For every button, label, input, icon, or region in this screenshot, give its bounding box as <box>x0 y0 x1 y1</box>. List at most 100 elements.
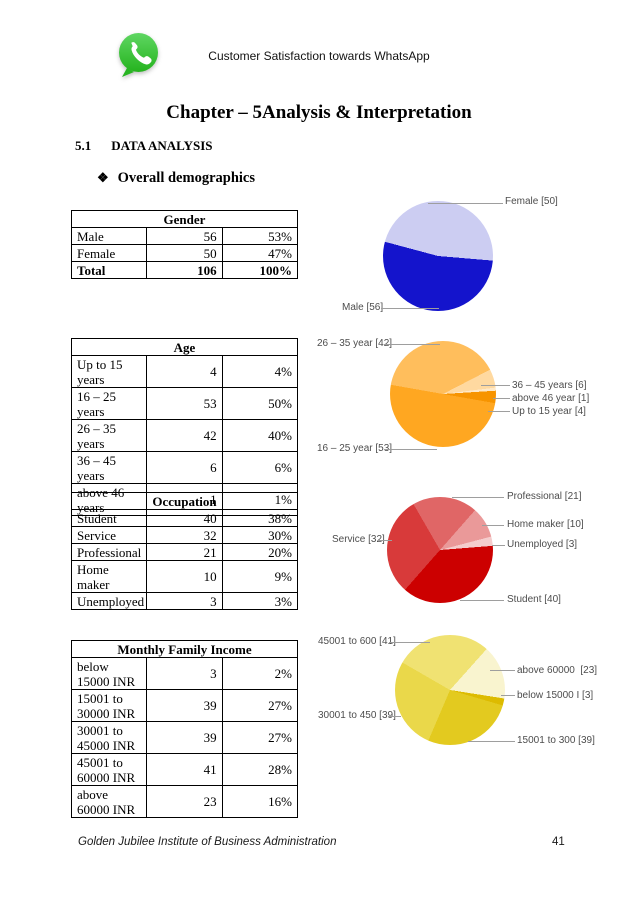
table-row: 30001 to 45000 INR 39 27% <box>70 721 299 754</box>
row-label-cell: Unemployed <box>70 592 148 610</box>
table-header-row: Monthly Family Income <box>71 640 298 658</box>
percent-cell: 20% <box>221 543 299 561</box>
percent-cell: 3% <box>221 592 299 610</box>
count-cell: 39 <box>146 689 223 722</box>
leader-line <box>379 540 392 541</box>
pie-label-student: Student [40] <box>507 594 561 605</box>
count-cell: 50 <box>146 244 223 262</box>
table-row: 15001 to 30000 INR 39 27% <box>70 689 299 722</box>
row-label-cell: Professional <box>70 543 148 561</box>
percent-cell: 4% <box>221 355 299 388</box>
pie-label-female: Female [50] <box>505 196 558 207</box>
footer-page-number: 41 <box>552 836 565 848</box>
whatsapp-logo-svg <box>119 33 158 77</box>
leader-line <box>481 385 510 386</box>
table-title: Occupation <box>71 492 298 510</box>
table-row: 16 – 25 years 53 50% <box>70 387 299 420</box>
running-header: Customer Satisfaction towards WhatsApp <box>208 49 430 63</box>
row-label-cell: below 15000 INR <box>70 657 148 690</box>
table-row: 26 – 35 years 42 40% <box>70 419 299 452</box>
pie-label-36-45: 36 – 45 years [6] <box>512 380 587 391</box>
percent-cell: 53% <box>221 227 299 245</box>
count-cell: 39 <box>146 721 223 754</box>
count-cell: 23 <box>146 785 223 818</box>
percent-cell: 40% <box>221 419 299 452</box>
section-number: 5.1 <box>75 138 92 153</box>
count-cell: 53 <box>146 387 223 420</box>
row-label-cell: Total <box>70 261 148 279</box>
footer-institute: Golden Jubilee Institute of Business Adm… <box>78 836 337 848</box>
count-cell: 40 <box>146 509 223 527</box>
table-row: Professional 21 20% <box>70 543 299 561</box>
table-row: Student 40 38% <box>70 509 299 527</box>
row-label-cell: Female <box>70 244 148 262</box>
leader-line <box>468 741 515 742</box>
row-label-cell: 45001 to 60000 INR <box>70 753 148 786</box>
income-pie-chart <box>395 635 505 745</box>
whatsapp-logo-icon <box>114 29 162 77</box>
bullet-text: Overall demographics <box>117 170 255 186</box>
leader-line <box>482 525 504 526</box>
count-cell: 32 <box>146 526 223 544</box>
occupation-table: Occupation Student 40 38% Service 32 30% Profes… <box>70 492 299 610</box>
gender-pie-chart <box>383 201 493 311</box>
percent-cell: 16% <box>221 785 299 818</box>
percent-cell: 2% <box>221 657 299 690</box>
income-table: Monthly Family Income below 15000 INR 3 2% 1… <box>70 640 299 818</box>
table-title: Age <box>71 338 298 356</box>
table-title: Monthly Family Income <box>71 640 298 658</box>
percent-cell: 6% <box>221 451 299 484</box>
pie-label-45001-60000: 45001 to 600 [41] <box>318 636 396 647</box>
row-label-cell: above 60000 INR <box>70 785 148 818</box>
pie-label-above-60000: above 60000 [23] <box>517 665 598 676</box>
pie-label-professional: Professional [21] <box>507 491 582 502</box>
percent-cell: 28% <box>221 753 299 786</box>
occupation-pie-chart <box>387 497 493 603</box>
chapter-title: Chapter – 5Analysis & Interpretation <box>166 102 472 123</box>
leader-line <box>490 670 515 671</box>
age-pie-chart <box>390 341 496 447</box>
pie-label-unemployed: Unemployed [3] <box>507 539 578 550</box>
count-cell: 3 <box>146 592 223 610</box>
percent-cell: 50% <box>221 387 299 420</box>
pie-label-30001-45000: 30001 to 450 [39] <box>318 710 396 721</box>
row-label-cell: Service <box>70 526 148 544</box>
count-cell: 42 <box>146 419 223 452</box>
table-row: 45001 to 60000 INR 41 28% <box>70 753 299 786</box>
age-table: Age Up to 15 years 4 4% 16 – 25 years 53 50% 26… <box>70 338 299 516</box>
percent-cell: 47% <box>221 244 299 262</box>
leader-line <box>488 411 510 412</box>
section-heading: 5.1 DATA ANALYSIS <box>75 138 213 154</box>
percent-cell: 30% <box>221 526 299 544</box>
pie-label-15001-30000: 15001 to 300 [39] <box>517 735 595 746</box>
table-title: Gender <box>71 210 298 228</box>
percent-cell: 100% <box>221 261 299 279</box>
table-header-row: Age <box>71 338 298 356</box>
table-row: above 60000 INR 23 16% <box>70 785 299 818</box>
row-label-cell: 36 – 45 years <box>70 451 148 484</box>
count-cell: 10 <box>146 560 223 593</box>
count-cell: 106 <box>146 261 223 279</box>
table-row: Male 56 53% <box>70 227 299 245</box>
row-label-cell: 30001 to 45000 INR <box>70 721 148 754</box>
leader-line <box>388 716 401 717</box>
leader-line <box>493 398 510 399</box>
count-cell: 3 <box>146 657 223 690</box>
pie-label-above-46: above 46 year [1] <box>512 393 590 404</box>
row-label-cell: 15001 to 30000 INR <box>70 689 148 722</box>
percent-cell: 27% <box>221 689 299 722</box>
row-label-cell: 26 – 35 years <box>70 419 148 452</box>
table-row: below 15000 INR 3 2% <box>70 657 299 690</box>
leader-line <box>384 344 440 345</box>
percent-cell: 9% <box>221 560 299 593</box>
table-header-row: Gender <box>71 210 298 228</box>
table-row: Unemployed 3 3% <box>70 592 299 610</box>
percent-cell: 38% <box>221 509 299 527</box>
pie-label-below-15000: below 15000 I [3] <box>517 690 594 701</box>
row-label-cell: Up to 15 years <box>70 355 148 388</box>
row-label-cell: Male <box>70 227 148 245</box>
bullet-heading: ❖ Overall demographics <box>97 170 255 187</box>
pie-label-home-maker: Home maker [10] <box>507 519 584 530</box>
leader-line <box>492 545 505 546</box>
